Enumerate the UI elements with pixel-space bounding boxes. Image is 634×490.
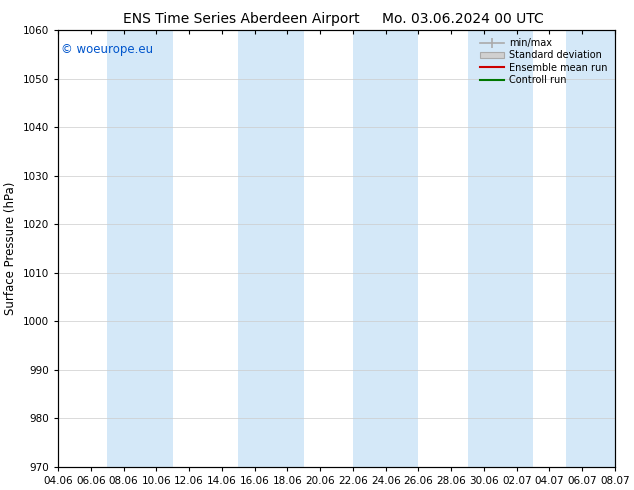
- Text: © woeurope.eu: © woeurope.eu: [61, 43, 153, 56]
- Bar: [566, 30, 615, 467]
- Bar: [467, 30, 533, 467]
- Legend: min/max, Standard deviation, Ensemble mean run, Controll run: min/max, Standard deviation, Ensemble me…: [477, 35, 610, 88]
- Y-axis label: Surface Pressure (hPa): Surface Pressure (hPa): [4, 182, 17, 315]
- Text: ENS Time Series Aberdeen Airport: ENS Time Series Aberdeen Airport: [122, 12, 359, 26]
- Bar: [238, 30, 304, 467]
- Text: Mo. 03.06.2024 00 UTC: Mo. 03.06.2024 00 UTC: [382, 12, 544, 26]
- Bar: [107, 30, 172, 467]
- Bar: [353, 30, 418, 467]
